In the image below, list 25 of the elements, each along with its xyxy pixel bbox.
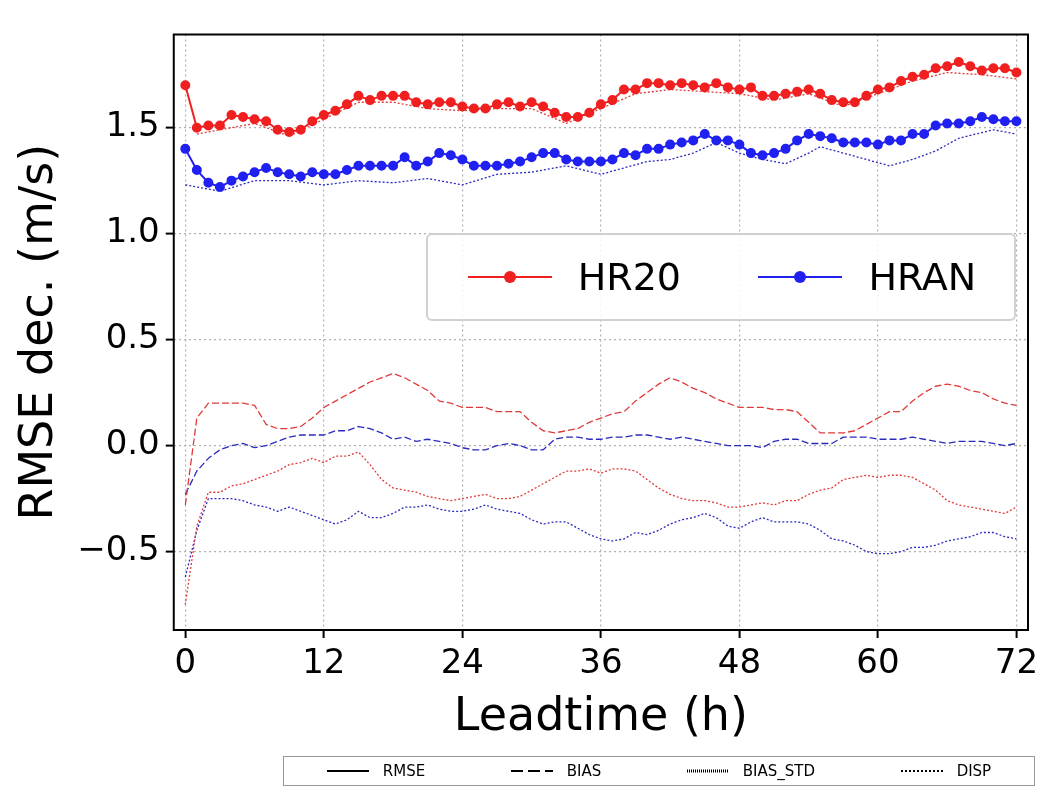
y-tick-label: 1.5: [105, 104, 160, 145]
line-series: [184, 451, 1018, 606]
text: RMSE: [382, 762, 426, 780]
line-series: [184, 372, 1018, 506]
y-tick-label: 1.0: [105, 210, 160, 251]
y-tick-label: 0.0: [105, 422, 160, 463]
text: BIAS: [566, 762, 602, 780]
x-tick-label: 12: [302, 641, 346, 682]
x-tick-label: 36: [579, 641, 623, 682]
y-tick-label: −0.5: [77, 528, 160, 569]
line-series: [184, 497, 1018, 578]
x-tick-label: 24: [440, 641, 484, 682]
x-axis-title: Leadtime (h): [453, 687, 748, 742]
line-series: [184, 425, 1018, 495]
x-tick-label: 72: [994, 641, 1039, 682]
legend-label: HR20: [577, 255, 682, 300]
y-axis-title: RMSE dec. (m/s): [8, 143, 63, 521]
x-tick-label: 0: [174, 641, 197, 682]
legend-label: HRAN: [868, 255, 977, 300]
text: DISP: [956, 762, 992, 780]
line-series: [184, 129, 1018, 192]
y-tick-label: 0.5: [105, 316, 160, 357]
x-tick-label: 60: [856, 641, 900, 682]
x-tick-label: 48: [717, 641, 762, 682]
text: BIAS_STD: [742, 762, 816, 780]
